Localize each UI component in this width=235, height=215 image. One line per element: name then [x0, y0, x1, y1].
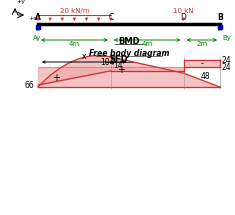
Text: Ay: Ay: [33, 35, 41, 41]
Text: +: +: [117, 65, 125, 75]
Text: 66: 66: [24, 80, 34, 89]
Text: 104: 104: [100, 58, 114, 67]
Text: A: A: [35, 13, 41, 22]
Text: 2m: 2m: [196, 41, 207, 47]
Text: 48: 48: [201, 72, 210, 81]
Text: 14: 14: [113, 61, 122, 70]
Text: SFD: SFD: [110, 55, 128, 64]
Text: By: By: [222, 35, 231, 41]
Text: 10 kN: 10 kN: [173, 8, 194, 14]
Text: +x: +x: [28, 16, 37, 21]
Text: C: C: [108, 13, 114, 22]
Text: Free body diagram: Free body diagram: [89, 49, 169, 58]
Text: 20 kN/m: 20 kN/m: [60, 8, 89, 14]
Text: 4m: 4m: [69, 41, 80, 47]
Text: D: D: [181, 13, 187, 22]
Text: BMD: BMD: [118, 37, 140, 46]
Text: -: -: [200, 59, 203, 68]
Bar: [36, 25, 40, 29]
Text: +y: +y: [16, 0, 25, 4]
Text: +: +: [52, 73, 60, 83]
Text: 4m: 4m: [142, 41, 153, 47]
Text: 24: 24: [222, 63, 232, 72]
Text: x: x: [82, 52, 86, 61]
Text: B: B: [217, 13, 223, 22]
Bar: [218, 25, 222, 29]
Text: 24: 24: [222, 56, 232, 65]
